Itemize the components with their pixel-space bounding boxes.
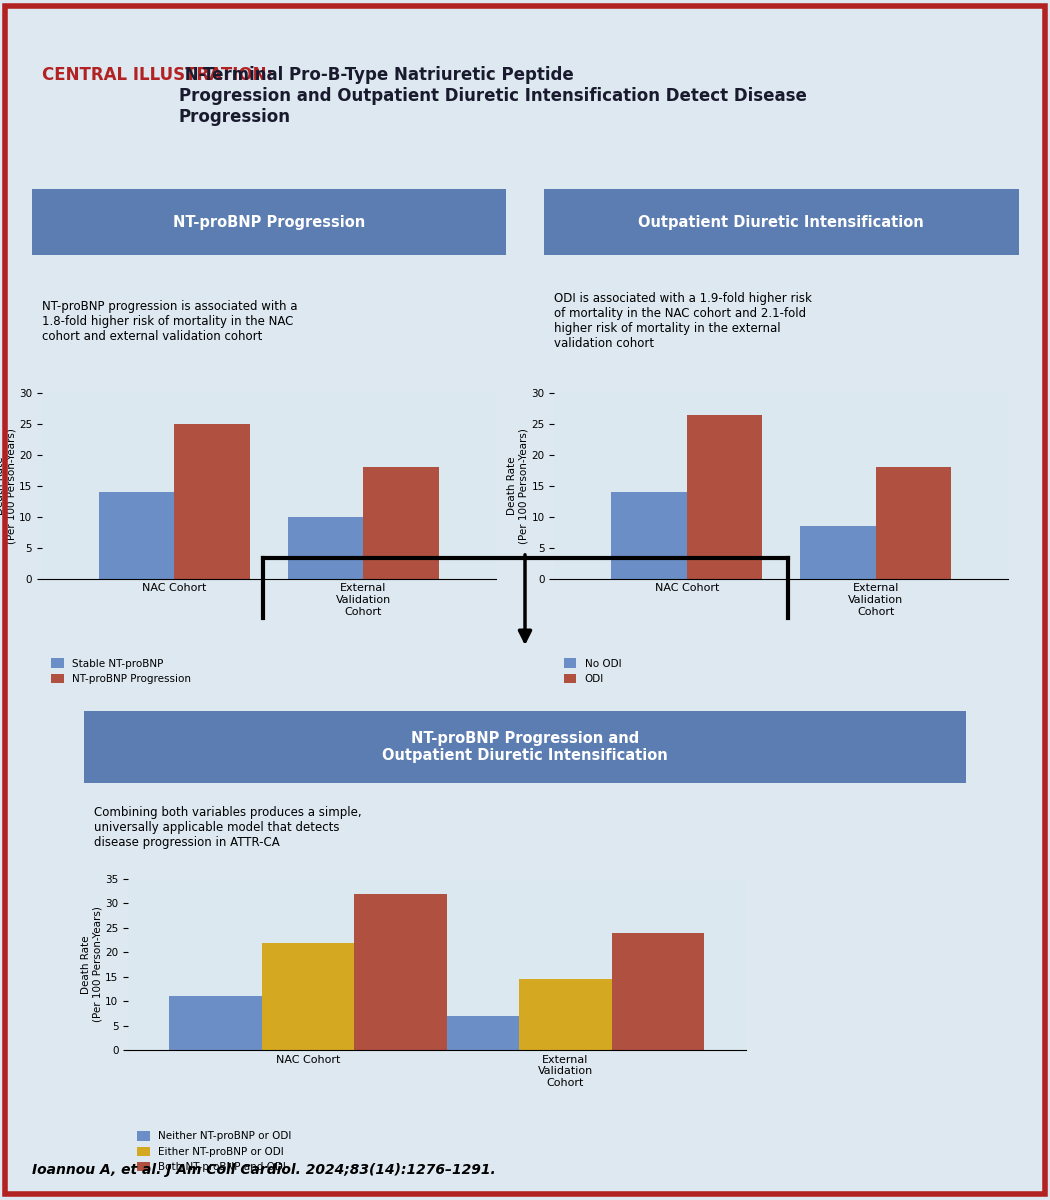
Bar xyxy=(261,942,355,1050)
Bar xyxy=(687,415,762,578)
Bar xyxy=(876,467,951,578)
Bar xyxy=(174,424,250,578)
Text: Outpatient Diuretic Intensification: Outpatient Diuretic Intensification xyxy=(638,215,924,229)
Legend: No ODI, ODI: No ODI, ODI xyxy=(560,654,626,688)
Bar xyxy=(363,467,439,578)
Y-axis label: Death Rate
(Per 100 Person-Years): Death Rate (Per 100 Person-Years) xyxy=(507,428,529,544)
Text: Combining both variables produces a simple,
universally applicable model that de: Combining both variables produces a simp… xyxy=(94,806,362,850)
Text: Ioannou A, et al. J Am Coll Cardiol. 2024;83(14):1276–1291.: Ioannou A, et al. J Am Coll Cardiol. 202… xyxy=(32,1163,496,1177)
Legend: Stable NT-proBNP, NT-proBNP Progression: Stable NT-proBNP, NT-proBNP Progression xyxy=(47,654,195,688)
Bar xyxy=(355,894,447,1050)
Text: N-Terminal Pro-B-Type Natriuretic Peptide
Progression and Outpatient Diuretic In: N-Terminal Pro-B-Type Natriuretic Peptid… xyxy=(178,66,806,126)
Bar xyxy=(612,932,705,1050)
Text: CENTRAL ILLUSTRATION:: CENTRAL ILLUSTRATION: xyxy=(42,66,273,84)
Bar xyxy=(611,492,687,578)
Bar xyxy=(169,996,261,1050)
Legend: Neither NT-proBNP or ODI, Either NT-proBNP or ODI, Both NT-proBNP and ODI: Neither NT-proBNP or ODI, Either NT-proB… xyxy=(133,1127,296,1176)
Text: NT-proBNP progression is associated with a
1.8-fold higher risk of mortality in : NT-proBNP progression is associated with… xyxy=(42,300,297,343)
Y-axis label: Death Rate
(Per 100 Person-Years): Death Rate (Per 100 Person-Years) xyxy=(0,428,16,544)
Bar xyxy=(99,492,174,578)
Bar xyxy=(519,979,612,1050)
Text: NT-proBNP Progression and
Outpatient Diuretic Intensification: NT-proBNP Progression and Outpatient Diu… xyxy=(382,731,668,763)
Text: ODI is associated with a 1.9-fold higher risk
of mortality in the NAC cohort and: ODI is associated with a 1.9-fold higher… xyxy=(554,293,813,350)
Text: NT-proBNP Progression: NT-proBNP Progression xyxy=(172,215,365,229)
Bar xyxy=(426,1015,519,1050)
Bar xyxy=(288,517,363,578)
Bar xyxy=(800,526,876,578)
Y-axis label: Death Rate
(Per 100 Person-Years): Death Rate (Per 100 Person-Years) xyxy=(81,906,102,1022)
